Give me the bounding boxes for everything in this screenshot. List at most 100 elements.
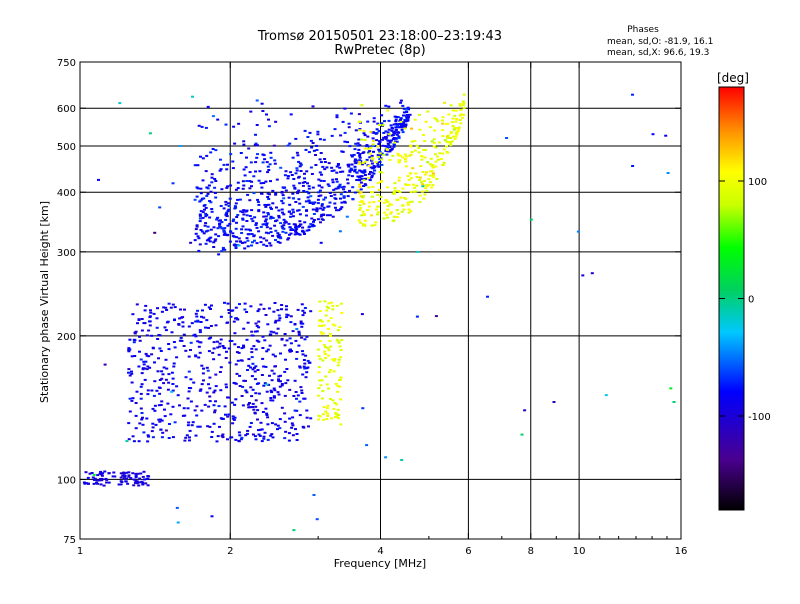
data-point: [413, 139, 417, 142]
data-point: [399, 154, 402, 157]
data-point: [370, 176, 374, 179]
data-point: [235, 372, 239, 375]
data-point: [375, 128, 379, 131]
data-point: [237, 439, 241, 442]
data-point: [149, 309, 152, 312]
data-point: [364, 160, 368, 163]
data-point: [257, 392, 261, 395]
data-point: [255, 242, 259, 245]
data-point: [434, 160, 438, 163]
data-point: [242, 184, 246, 187]
data-point: [382, 136, 386, 139]
data-point: [318, 340, 322, 343]
data-point: [350, 155, 354, 158]
data-point: [198, 351, 202, 354]
data-point: [263, 339, 267, 342]
data-point: [288, 388, 292, 391]
data-point: [392, 191, 396, 194]
data-point: [178, 404, 181, 407]
data-point: [403, 197, 407, 199]
data-point: [298, 220, 302, 223]
data-point: [198, 331, 202, 334]
data-point: [120, 481, 124, 483]
data-point: [267, 118, 270, 121]
data-point: [284, 231, 288, 234]
data-point: [258, 434, 262, 437]
data-point: [131, 472, 135, 475]
data-point: [233, 403, 237, 406]
data-point: [131, 313, 135, 316]
data-point: [354, 142, 358, 145]
data-point: [132, 440, 136, 443]
data-point: [378, 152, 382, 155]
data-point: [295, 232, 299, 235]
data-point: [296, 308, 300, 311]
data-point: [434, 118, 438, 121]
data-point: [288, 226, 292, 229]
data-point: [255, 226, 259, 229]
data-point: [320, 397, 324, 400]
data-point: [150, 334, 154, 337]
data-point: [253, 216, 257, 219]
data-point: [315, 518, 319, 521]
data-point: [301, 373, 305, 376]
data-point: [272, 310, 276, 313]
data-point: [444, 123, 448, 125]
data-point: [319, 179, 323, 182]
data-point: [254, 348, 258, 351]
data-point: [396, 198, 400, 201]
data-point: [403, 127, 407, 130]
data-point: [316, 348, 320, 351]
data-point: [210, 436, 214, 438]
data-point: [214, 233, 218, 236]
data-point: [225, 321, 229, 324]
data-point: [317, 178, 321, 181]
data-point: [260, 374, 264, 376]
data-point: [631, 165, 635, 167]
data-point: [453, 114, 457, 117]
data-point: [331, 181, 335, 184]
data-point: [277, 216, 281, 219]
data-point: [368, 179, 372, 182]
data-point: [105, 481, 108, 484]
data-point: [178, 339, 182, 342]
data-point: [394, 140, 398, 143]
data-point: [320, 173, 323, 176]
data-point: [385, 148, 389, 151]
data-point: [238, 374, 242, 377]
data-point: [305, 409, 309, 412]
data-point: [243, 308, 247, 311]
data-point: [336, 329, 340, 332]
data-point: [175, 385, 179, 388]
data-point: [424, 187, 428, 190]
data-point: [197, 249, 201, 252]
data-point: [225, 213, 229, 216]
data-point: [339, 398, 343, 401]
data-point: [256, 144, 259, 147]
data-point: [226, 396, 229, 399]
data-point: [241, 180, 245, 183]
data-point: [288, 417, 292, 420]
data-point: [266, 196, 270, 198]
data-point: [263, 431, 267, 434]
data-point: [357, 120, 361, 123]
data-point: [154, 423, 158, 426]
data-point: [318, 310, 322, 312]
data-point: [147, 329, 151, 332]
data-point: [631, 93, 634, 96]
data-point: [280, 208, 284, 211]
data-point: [259, 182, 263, 185]
data-point: [208, 216, 212, 219]
data-point: [152, 394, 156, 397]
data-point: [361, 201, 365, 204]
data-point: [207, 326, 210, 329]
data-point: [357, 219, 361, 222]
data-point: [455, 117, 459, 120]
data-point: [341, 170, 345, 173]
data-point: [195, 414, 199, 417]
data-point: [214, 238, 218, 241]
data-point: [251, 362, 255, 365]
data-point: [397, 135, 401, 138]
data-point: [308, 131, 312, 134]
phases-o-stats: mean, sd,O: -81.9, 16.1: [607, 37, 713, 47]
